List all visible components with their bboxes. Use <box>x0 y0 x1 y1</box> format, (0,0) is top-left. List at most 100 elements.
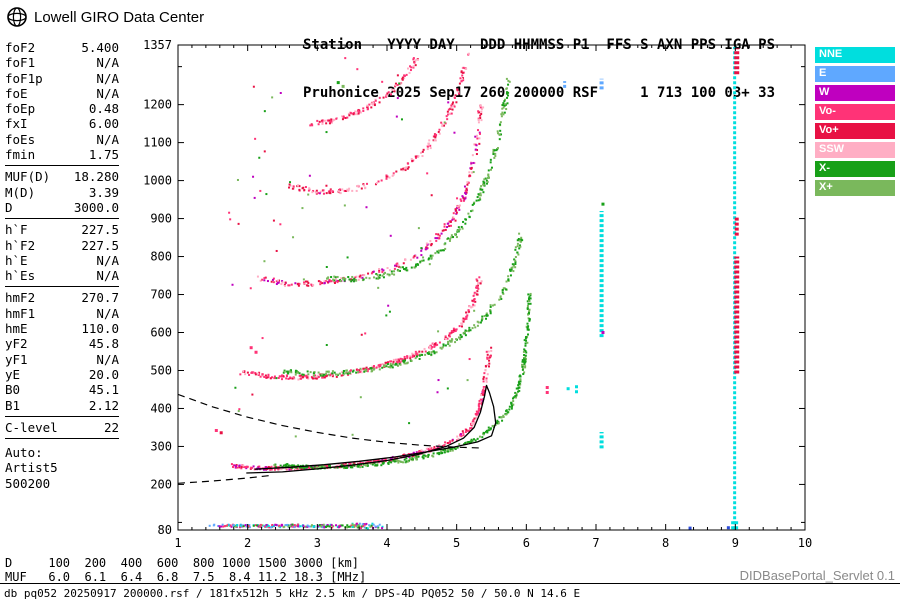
giro-logo <box>7 7 27 27</box>
param-value: 227.5 <box>81 222 119 238</box>
param-foep: foEp 0.48 <box>5 101 119 116</box>
legend-item-vo: Vo- <box>815 104 895 120</box>
legend-item-e: E <box>815 66 895 82</box>
param-hf: h`F 227.5 <box>5 222 119 237</box>
param-b0: B0 45.1 <box>5 382 119 397</box>
param-label: yF1 <box>5 351 28 367</box>
param-label: foF2 <box>5 40 36 55</box>
param-label: foEp <box>5 101 36 117</box>
e-region-echoes <box>208 522 384 530</box>
station-header-line2: Pruhonice 2025 Sep17 260 200000 RSF 1 71… <box>303 85 776 101</box>
legend-item-x: X- <box>815 161 895 177</box>
y-tick-label: 80 <box>158 523 172 537</box>
param-value: 0.48 <box>88 101 119 117</box>
x-tick-label: 3 <box>314 536 321 550</box>
f-trace-hop5-o-partial <box>309 57 420 127</box>
param-value: 110.0 <box>81 321 119 337</box>
auto-block: Auto: Artist5 500200 <box>5 445 119 491</box>
param-yf1: yF1 N/A <box>5 352 119 367</box>
extra-points <box>214 81 730 530</box>
param-value: 22 <box>103 419 119 435</box>
branding: Lowell GIRO Data Center <box>6 6 204 28</box>
param-value: 18.280 <box>73 169 119 185</box>
f-trace-hop2-o <box>239 276 483 381</box>
param-hes: h`Es N/A <box>5 268 119 283</box>
param-value: 20.0 <box>88 366 119 382</box>
param-label: hmF1 <box>5 305 36 321</box>
param-label: M(D) <box>5 184 36 200</box>
x-tick-label: 10 <box>798 536 812 550</box>
y-tick-label: 500 <box>150 363 172 377</box>
param-value: 3000.0 <box>73 199 119 215</box>
param-value: 2.12 <box>88 397 119 413</box>
auto-code: 500200 <box>5 475 51 491</box>
param-group: foF2 5.400 foF1 N/A foF1p N/A foE N/A foEp 0.48 fx… <box>5 40 119 167</box>
auto-artist: Artist5 <box>5 460 58 476</box>
param-yf2: yF2 45.8 <box>5 336 119 351</box>
param-value: 6.00 <box>88 116 119 132</box>
page-title: Lowell GIRO Data Center <box>34 8 205 26</box>
param-label: fmin <box>5 147 36 163</box>
bottom-separator <box>0 583 900 584</box>
param-foe: foE N/A <box>5 86 119 101</box>
param-label: foF1 <box>5 55 36 71</box>
param-group: MUF(D) 18.280 M(D) 3.39 D 3000.0 <box>5 169 119 220</box>
param-value: 270.7 <box>81 290 119 306</box>
servlet-version: DIDBasePortal_Servlet 0.1 <box>739 568 895 583</box>
param-value: 227.5 <box>81 237 119 253</box>
param-value: 5.400 <box>81 40 119 55</box>
param-value: N/A <box>96 351 119 367</box>
rfi-bands <box>545 46 740 530</box>
param-label: foE <box>5 85 28 101</box>
y-tick-label: 900 <box>150 212 172 226</box>
param-ye: yE 20.0 <box>5 367 119 382</box>
param-he: h`E N/A <box>5 253 119 268</box>
param-value: N/A <box>96 305 119 321</box>
param-label: foF1p <box>5 70 43 86</box>
param-group: C-level 22 <box>5 419 119 440</box>
param-value: 45.8 <box>88 336 119 352</box>
param-value: 1.75 <box>88 147 119 163</box>
param-fmin: fmin 1.75 <box>5 147 119 162</box>
x-tick-label: 9 <box>732 536 739 550</box>
param-fof1: foF1 N/A <box>5 55 119 70</box>
param-fxi: fxI 6.00 <box>5 116 119 131</box>
param-label: hmF2 <box>5 290 36 306</box>
f-trace-hop4-o <box>288 52 470 195</box>
f-trace-hop3-x <box>325 77 511 283</box>
f-trace-hop2-x <box>282 232 524 377</box>
parameters-panel: foF2 5.400 foF1 N/A foF1p N/A foE N/A foEp 0.48 fx… <box>5 40 119 491</box>
y-tick-label: 300 <box>150 439 172 453</box>
legend-item-nne: NNE <box>815 47 895 63</box>
legend-item-x: X+ <box>815 180 895 196</box>
legend-item-vo: Vo+ <box>815 123 895 139</box>
param-label: foEs <box>5 131 36 147</box>
param-label: yF2 <box>5 336 28 352</box>
param-label: B0 <box>5 382 21 398</box>
y-tick-label: 800 <box>150 250 172 264</box>
param-label: B1 <box>5 397 21 413</box>
x-tick-label: 1 <box>174 536 181 550</box>
param-hmf1: hmF1 N/A <box>5 306 119 321</box>
param-fof2: foF2 5.400 <box>5 40 119 55</box>
param-value: N/A <box>96 131 119 147</box>
y-tick-label: 1200 <box>143 98 172 112</box>
param-value: N/A <box>96 268 119 284</box>
param-value: N/A <box>96 85 119 101</box>
param-label: C-level <box>5 419 58 435</box>
param-label: MUF(D) <box>5 169 51 185</box>
spread-f-above-asymptote <box>482 346 493 383</box>
legend-item-ssw: SSW <box>815 142 895 158</box>
param-hf2: h`F2 227.5 <box>5 238 119 253</box>
param-label: h`F2 <box>5 237 36 253</box>
legend-item-w: W <box>815 85 895 101</box>
x-tick-label: 5 <box>453 536 460 550</box>
param-md: M(D) 3.39 <box>5 185 119 200</box>
y-tick-label: 600 <box>150 326 172 340</box>
f-trace-hop3-o <box>256 104 485 287</box>
param-label: h`F <box>5 222 28 238</box>
param-hmf2: hmF2 270.7 <box>5 290 119 305</box>
auto-label: Auto: <box>5 445 43 461</box>
param-value: N/A <box>96 252 119 268</box>
